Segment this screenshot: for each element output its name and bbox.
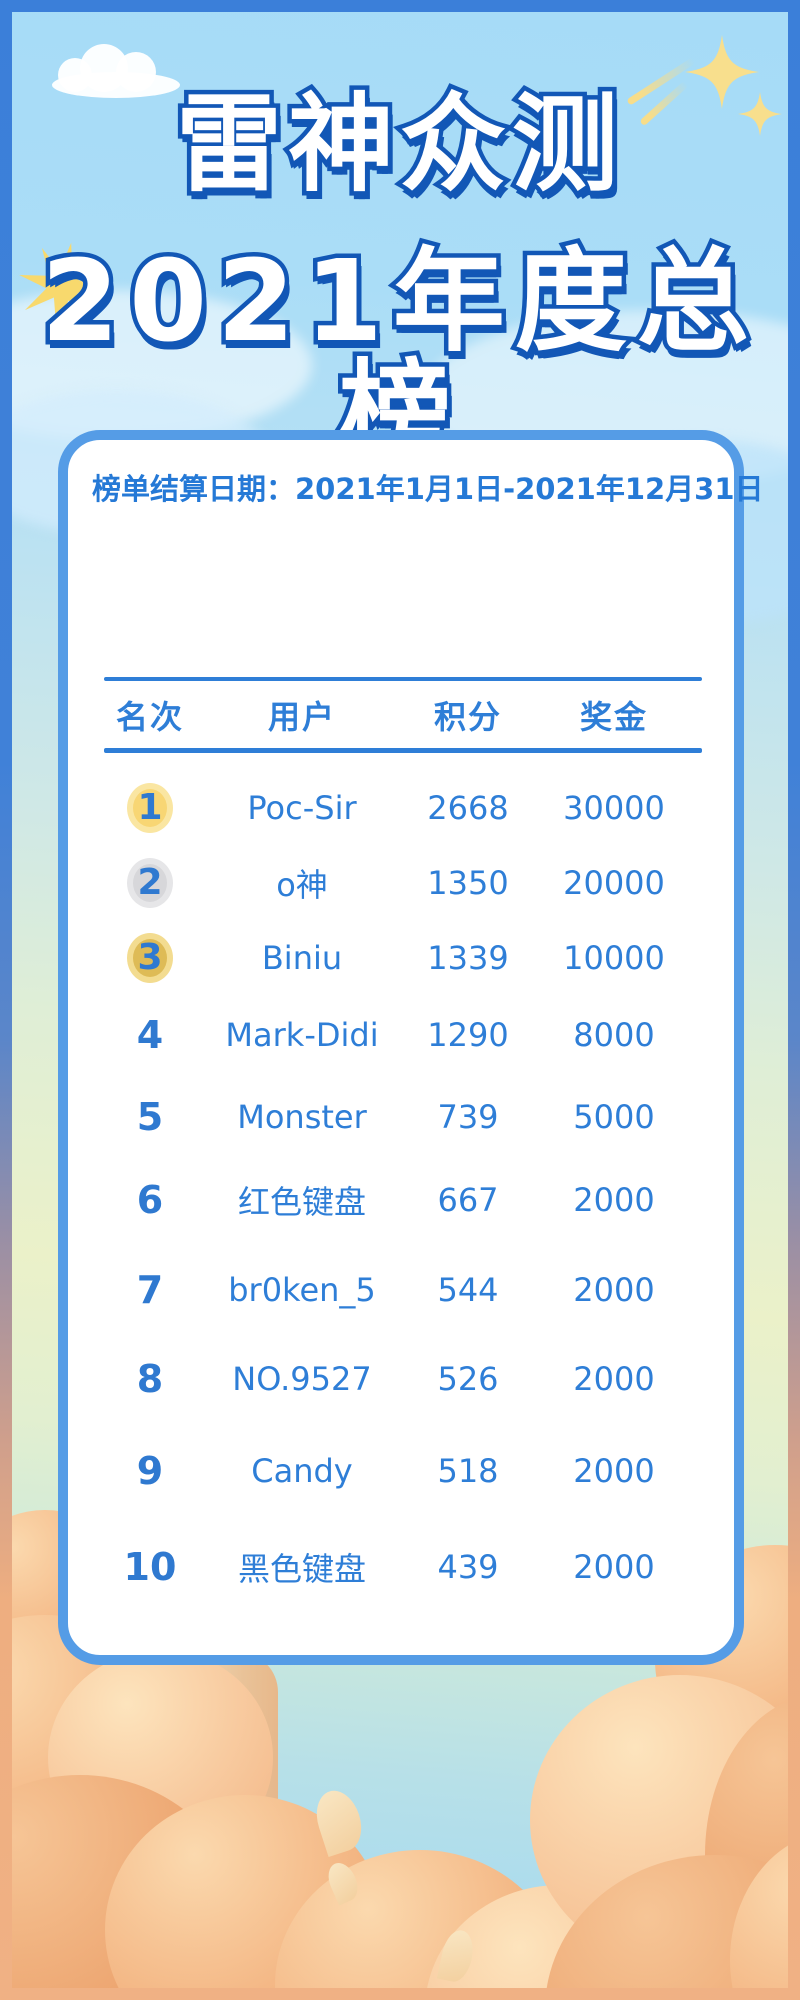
rank-medal: 10 [124, 1548, 177, 1586]
points-cell: 739 [437, 1098, 499, 1136]
table-row: 3 Biniu 1339 10000 [104, 926, 702, 990]
prize-cell: 2000 [573, 1360, 655, 1398]
rank-number: 2 [137, 862, 163, 903]
user-cell: Candy [251, 1452, 353, 1490]
rank-cell: 1 [104, 783, 196, 833]
sparkle-icon [738, 92, 782, 136]
rank-number: 4 [136, 1013, 164, 1057]
prize-cell: 2000 [573, 1181, 655, 1219]
sparkle-icon [685, 35, 759, 109]
rank-medal: 9 [137, 1452, 163, 1490]
table-row: 7 br0ken_5 544 2000 [104, 1258, 702, 1322]
column-header-points: 积分 [433, 697, 502, 736]
points-cell: 439 [437, 1548, 499, 1586]
column-header-rank: 名次 [115, 697, 184, 736]
points-cell: 2668 [427, 789, 509, 827]
table-row: 9 Candy 518 2000 [104, 1439, 702, 1503]
poster-scene: 雷神众测 2021年度总榜 [12, 12, 788, 1988]
table-row: 8 NO.9527 526 2000 [104, 1347, 702, 1411]
cloud-top-left [50, 42, 190, 102]
column-header-prize: 奖金 [579, 697, 648, 736]
prize-cell: 20000 [563, 864, 665, 902]
header-row: 名次 用户 积分 奖金 [104, 681, 702, 748]
user-cell: br0ken_5 [228, 1271, 376, 1309]
rank-cell: 10 [104, 1548, 196, 1586]
leaderboard-rows: 1 Poc-Sir 2668 30000 2 o神 1350 20000 3 B… [12, 12, 788, 1988]
user-cell: 黑色键盘 [237, 1550, 366, 1588]
user-cell: 红色键盘 [237, 1183, 366, 1221]
rank-cell: 8 [104, 1360, 196, 1398]
header-rule-top [104, 677, 702, 681]
user-cell: Monster [237, 1098, 367, 1136]
points-cell: 518 [437, 1452, 499, 1490]
rank-number: 7 [136, 1268, 164, 1312]
points-cell: 1350 [427, 864, 509, 902]
starburst-icon [16, 240, 108, 332]
table-row: 4 Mark-Didi 1290 8000 [104, 1003, 702, 1067]
rank-medal: 4 [137, 1016, 163, 1054]
user-cell: Mark-Didi [225, 1016, 379, 1054]
rank-medal: 2 [127, 858, 173, 908]
table-row: 10 黑色键盘 439 2000 [104, 1535, 702, 1599]
table-row: 6 红色键盘 667 2000 [104, 1168, 702, 1232]
rank-medal: 5 [137, 1098, 163, 1136]
leaderboard-card [58, 430, 744, 1665]
rank-cell: 2 [104, 858, 196, 908]
points-cell: 1339 [427, 939, 509, 977]
column-header-user: 用户 [267, 697, 336, 736]
table-row: 2 o神 1350 20000 [104, 851, 702, 915]
rank-number: 6 [136, 1178, 164, 1222]
rank-number: 9 [136, 1449, 164, 1493]
rank-number: 3 [137, 937, 163, 978]
rank-cell: 9 [104, 1452, 196, 1490]
rank-cell: 3 [104, 933, 196, 983]
prize-cell: 2000 [573, 1452, 655, 1490]
points-cell: 1290 [427, 1016, 509, 1054]
prize-cell: 10000 [563, 939, 665, 977]
header-rule-bottom [104, 748, 702, 753]
table-row: 5 Monster 739 5000 [104, 1085, 702, 1149]
rank-number: 5 [136, 1095, 164, 1139]
rank-number: 10 [123, 1545, 177, 1589]
rank-medal: 6 [137, 1181, 163, 1219]
rank-cell: 5 [104, 1098, 196, 1136]
prize-cell: 8000 [573, 1016, 655, 1054]
rank-medal: 3 [127, 933, 173, 983]
rank-medal: 8 [137, 1360, 163, 1398]
rank-medal: 7 [137, 1271, 163, 1309]
user-cell: Biniu [261, 939, 343, 977]
cloud-puff [52, 72, 180, 98]
prize-cell: 2000 [573, 1548, 655, 1586]
rank-cell: 4 [104, 1016, 196, 1054]
poster-title-line1: 雷神众测 [172, 83, 624, 206]
user-cell: o神 [276, 866, 328, 904]
points-cell: 526 [437, 1360, 499, 1398]
prize-cell: 2000 [573, 1271, 655, 1309]
points-cell: 544 [437, 1271, 499, 1309]
prize-cell: 5000 [573, 1098, 655, 1136]
settlement-date: 榜单结算日期：2021年1月1日-2021年12月31日 [92, 472, 764, 506]
rank-number: 1 [137, 787, 163, 828]
rank-number: 8 [136, 1357, 164, 1401]
table-row: 1 Poc-Sir 2668 30000 [104, 776, 702, 840]
user-cell: Poc-Sir [247, 789, 357, 827]
user-cell: NO.9527 [232, 1360, 372, 1398]
rank-cell: 6 [104, 1181, 196, 1219]
points-cell: 667 [437, 1181, 499, 1219]
rank-cell: 7 [104, 1271, 196, 1309]
rank-medal: 1 [127, 783, 173, 833]
prize-cell: 30000 [563, 789, 665, 827]
